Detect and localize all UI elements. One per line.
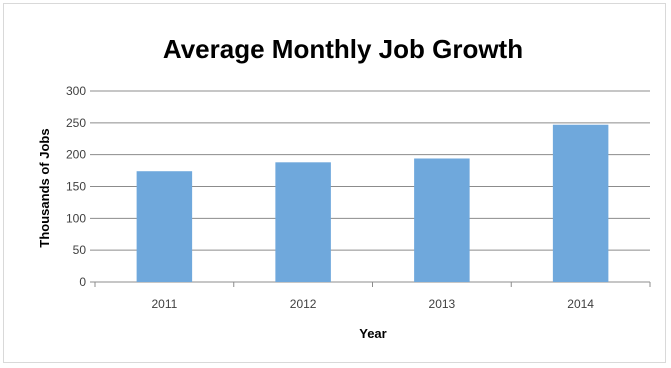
y-tick-label: 250 (66, 116, 86, 130)
y-tick-label: 100 (66, 211, 86, 225)
chart-title: Average Monthly Job Growth (163, 34, 523, 64)
x-tick-label: 2014 (567, 297, 594, 311)
y-axis-ticks: 0 50 100 150 200 250 300 (66, 84, 86, 289)
y-tick-label: 200 (66, 148, 86, 162)
x-tick-label: 2013 (429, 297, 456, 311)
y-tick-label: 50 (73, 243, 87, 257)
x-axis-ticks: 2011 2012 2013 2014 (94, 282, 651, 311)
y-axis-label: Thousands of Jobs (37, 128, 52, 247)
y-tick-label: 0 (79, 275, 86, 289)
x-tick-label: 2012 (290, 297, 317, 311)
bar-2014 (552, 124, 609, 282)
bar-2012 (275, 162, 331, 282)
y-tick-label: 300 (66, 84, 86, 98)
x-tick-label: 2011 (151, 297, 177, 311)
x-axis-label: Year (359, 326, 386, 341)
y-tick-label: 150 (66, 180, 86, 194)
bar-2011 (136, 171, 193, 282)
bar-2013 (414, 158, 470, 282)
bars (136, 124, 609, 282)
